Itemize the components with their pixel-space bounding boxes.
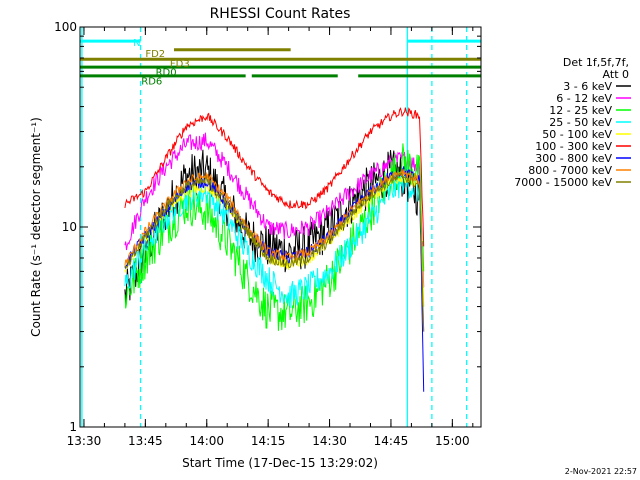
series-line-8 (124, 169, 425, 332)
series-line-9 (124, 172, 425, 332)
flag-label-fd2: FD2 (145, 49, 165, 60)
series-line-1 (124, 149, 424, 304)
series-line-6 (124, 107, 425, 247)
x-tick-label-1: 13:30 (67, 434, 102, 448)
flag-label-rd0: RD0 (156, 67, 177, 78)
x-axis-ticks: 13:30 13:45 14:00 14:15 14:30 14:45 15:00 (67, 27, 474, 448)
x-axis-label: Start Time (17-Dec-15 13:29:02) (182, 456, 378, 470)
flag-label-n: N (133, 38, 140, 49)
legend-label-2: 6 - 12 keV (556, 92, 612, 105)
legend-label-1: 3 - 6 keV (563, 80, 612, 93)
legend-label-7: 300 - 800 keV (535, 152, 612, 165)
x-tick-label-3: 14:00 (189, 434, 224, 448)
series-line-3 (124, 143, 425, 331)
x-tick-label-7: 15:00 (435, 434, 470, 448)
y-tick-label-2: 10 (62, 220, 77, 234)
x-tick-label-5: 14:30 (312, 434, 347, 448)
y-axis-ticks: 1 10 100 (54, 20, 481, 434)
x-tick-label-4: 14:15 (251, 434, 286, 448)
x-tick-label-2: 13:45 (128, 434, 163, 448)
vertical-markers (81, 27, 468, 427)
legend-label-3: 12 - 25 keV (549, 104, 612, 117)
y-tick-label-1: 1 (69, 420, 77, 434)
legend-label-5: 50 - 100 keV (542, 128, 612, 141)
legend-header-line-2: Att 0 (603, 68, 629, 81)
flag-label-rd6: RD6 (141, 77, 162, 88)
legend-header-line-1: Det 1f,5f,7f, (563, 56, 629, 69)
series-lines (124, 107, 425, 392)
footer-timestamp: 2-Nov-2021 22:57 (565, 467, 637, 476)
legend-label-4: 25 - 50 keV (549, 116, 612, 129)
legend-label-9: 7000 - 15000 keV (514, 176, 612, 189)
chart-title: RHESSI Count Rates (210, 6, 351, 22)
flag-label-fd3: FD3 (170, 59, 190, 70)
series-line-4 (124, 169, 425, 309)
y-tick-label-3: 100 (54, 20, 77, 34)
series-line-2 (124, 132, 425, 288)
legend-label-8: 800 - 7000 keV (528, 164, 612, 177)
legend-label-6: 100 - 300 keV (535, 140, 612, 153)
y-axis-label: Count Rate (s⁻¹ detector segment⁻¹) (29, 117, 43, 337)
x-tick-label-6: 14:45 (374, 434, 409, 448)
